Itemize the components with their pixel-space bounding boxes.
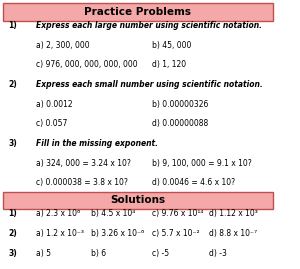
Text: a) 1.2 x 10⁻³: a) 1.2 x 10⁻³ [36, 229, 84, 238]
FancyBboxPatch shape [3, 192, 273, 209]
Text: Express each large number using scientific notation.: Express each large number using scientif… [36, 21, 262, 30]
Text: b) 0.00000326: b) 0.00000326 [152, 100, 208, 109]
Text: d) -3: d) -3 [209, 249, 227, 258]
Text: Solutions: Solutions [110, 195, 165, 206]
Text: a) 2, 300, 000: a) 2, 300, 000 [36, 41, 89, 50]
Text: a) 5: a) 5 [36, 249, 51, 258]
Text: b) 3.26 x 10⁻⁶: b) 3.26 x 10⁻⁶ [91, 229, 144, 238]
Text: d) 0.0046 = 4.6 x 10?: d) 0.0046 = 4.6 x 10? [152, 178, 235, 187]
FancyBboxPatch shape [3, 3, 273, 21]
Text: c) 976, 000, 000, 000, 000: c) 976, 000, 000, 000, 000 [36, 60, 137, 69]
Text: d) 8.8 x 10⁻⁷: d) 8.8 x 10⁻⁷ [209, 229, 257, 238]
Text: b) 4.5 x 10⁴: b) 4.5 x 10⁴ [91, 209, 135, 218]
Text: a) 324, 000 = 3.24 x 10?: a) 324, 000 = 3.24 x 10? [36, 158, 131, 168]
Text: d) 0.00000088: d) 0.00000088 [152, 119, 208, 128]
Text: 3): 3) [8, 249, 17, 258]
Text: b) 9, 100, 000 = 9.1 x 10?: b) 9, 100, 000 = 9.1 x 10? [152, 158, 251, 168]
Text: c) 9.76 x 10¹⁴: c) 9.76 x 10¹⁴ [152, 209, 203, 218]
Text: b) 45, 000: b) 45, 000 [152, 41, 191, 50]
Text: 2): 2) [8, 229, 17, 238]
Text: c) 5.7 x 10⁻²: c) 5.7 x 10⁻² [152, 229, 199, 238]
Text: Express each small number using scientific notation.: Express each small number using scientif… [36, 80, 262, 89]
Text: d) 1.12 x 10³: d) 1.12 x 10³ [209, 209, 258, 218]
Text: 1): 1) [8, 21, 17, 30]
Text: 2): 2) [8, 80, 17, 89]
Text: 1): 1) [8, 209, 17, 218]
Text: Practice Problems: Practice Problems [84, 7, 191, 17]
Text: a) 2.3 x 10⁶: a) 2.3 x 10⁶ [36, 209, 80, 218]
Text: c) 0.000038 = 3.8 x 10?: c) 0.000038 = 3.8 x 10? [36, 178, 128, 187]
Text: c) 0.057: c) 0.057 [36, 119, 67, 128]
Text: d) 1, 120: d) 1, 120 [152, 60, 186, 69]
Text: b) 6: b) 6 [91, 249, 106, 258]
Text: Fill in the missing exponent.: Fill in the missing exponent. [36, 139, 158, 148]
Text: 3): 3) [8, 139, 17, 148]
Text: c) -5: c) -5 [152, 249, 169, 258]
Text: a) 0.0012: a) 0.0012 [36, 100, 72, 109]
